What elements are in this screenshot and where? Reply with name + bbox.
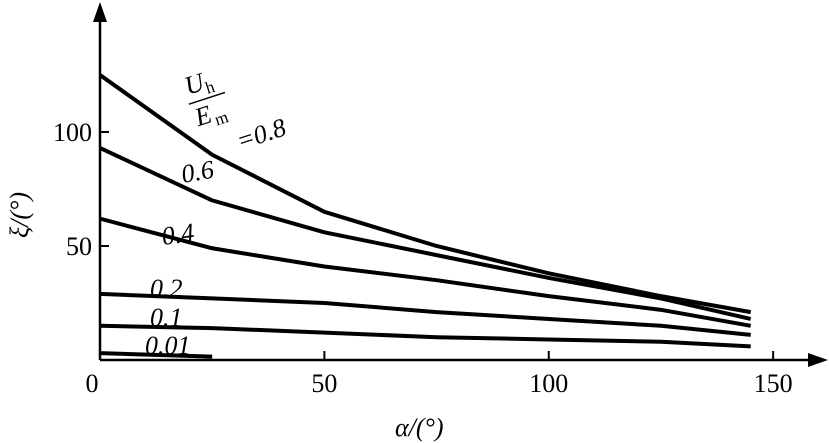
x-tick-label: 150 [754, 369, 793, 398]
y-tick-label: 50 [66, 232, 92, 261]
y-axis-label: ξ/(°) [5, 192, 34, 238]
curve-label: =0.8 [233, 113, 290, 156]
x-tick-label: 100 [529, 369, 568, 398]
curve [98, 73, 752, 315]
curve [99, 323, 751, 349]
ratio-denominator-sub: m [212, 107, 230, 129]
curve [99, 351, 213, 359]
curve [99, 146, 752, 321]
curve-label: 0.1 [150, 303, 183, 332]
ratio-label: U h E m [181, 67, 231, 133]
curve-label: 0.01 [145, 331, 191, 360]
ratio-denominator: E [190, 100, 215, 133]
ratio-bar [188, 91, 226, 105]
x-tick-label: 0 [86, 369, 99, 398]
x-axis-label: α/(°) [395, 413, 444, 442]
curve [99, 291, 751, 337]
curve-label: 0.2 [150, 274, 183, 303]
y-tick-label: 100 [53, 118, 92, 147]
y-arrow [93, 2, 107, 22]
x-tick-label: 50 [311, 369, 337, 398]
x-arrow [808, 353, 828, 367]
curve [99, 216, 752, 328]
curve-label: 0.4 [160, 218, 196, 251]
curve-label: 0.6 [179, 155, 216, 189]
